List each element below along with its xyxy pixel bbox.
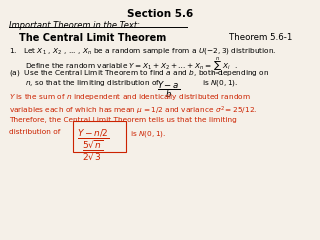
Text: variables each of which has mean $\mu = 1/2$ and variance $\sigma^2 = 25/12$.: variables each of which has mean $\mu = …: [10, 104, 258, 117]
Text: Theorem 5.6-1: Theorem 5.6-1: [229, 33, 292, 42]
Text: is $N(0, 1)$.: is $N(0, 1)$.: [130, 129, 166, 139]
Text: $Y$ is the sum of $n$ independent and identically distributed random: $Y$ is the sum of $n$ independent and id…: [10, 92, 251, 102]
Text: Important Theorem in the Text:: Important Theorem in the Text:: [10, 21, 140, 30]
Text: $\dfrac{Y - a}{b}$: $\dfrac{Y - a}{b}$: [157, 79, 180, 100]
Text: $n$, so that the limiting distribution of: $n$, so that the limiting distribution o…: [25, 78, 161, 88]
Text: distribution of: distribution of: [10, 129, 61, 135]
Text: is $N(0, 1)$.: is $N(0, 1)$.: [202, 78, 238, 88]
Text: 1.   Let $X_1$ , $X_2$ , ... , $X_n$ be a random sample from a $U(-2, 3)$ distri: 1. Let $X_1$ , $X_2$ , ... , $X_n$ be a …: [10, 46, 277, 56]
Text: Therefore, the Central Limit Theorem tells us that the limiting: Therefore, the Central Limit Theorem tel…: [10, 117, 237, 123]
Text: Section 5.6: Section 5.6: [127, 9, 193, 19]
Text: $\dfrac{Y - n/2}{\dfrac{5\sqrt{n}}{2\sqrt{3}}}$: $\dfrac{Y - n/2}{\dfrac{5\sqrt{n}}{2\sqr…: [77, 127, 109, 162]
Text: Define the random variable $Y = X_1 + X_2 + \ldots + X_n = \sum_{i=1}^{n} X_i$  : Define the random variable $Y = X_1 + X_…: [25, 56, 238, 78]
Text: (a)  Use the Central Limit Theorem to find $a$ and $b$, both depending on: (a) Use the Central Limit Theorem to fin…: [10, 68, 270, 78]
Text: The Central Limit Theorem: The Central Limit Theorem: [19, 33, 166, 43]
